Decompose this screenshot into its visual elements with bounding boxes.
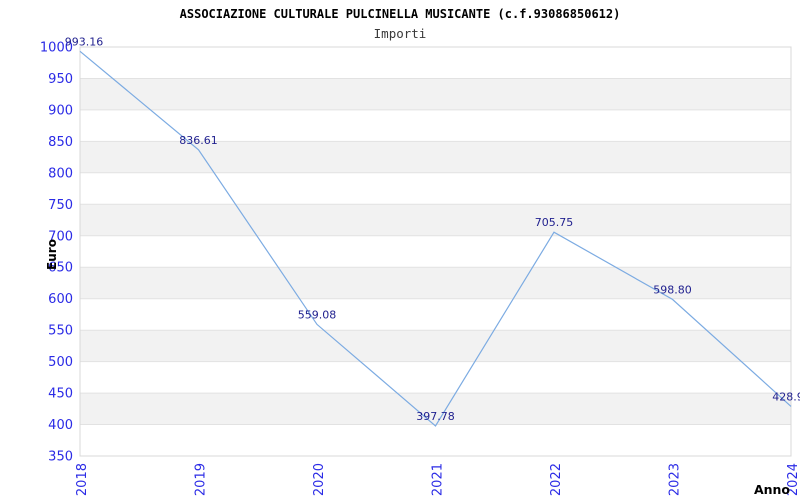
chart-title: ASSOCIAZIONE CULTURALE PULCINELLA MUSICA… xyxy=(179,7,621,21)
x-tick-label: 2023 xyxy=(668,463,683,496)
point-label: 598.80 xyxy=(653,283,692,296)
plot-border xyxy=(79,46,792,457)
y-tick-label: 450 xyxy=(48,387,73,402)
x-tick-label: 2022 xyxy=(549,463,564,496)
y-tick-label: 500 xyxy=(48,355,73,370)
x-tick-label: 2019 xyxy=(194,463,209,496)
point-label: 705.75 xyxy=(535,216,574,229)
y-tick-label: 750 xyxy=(48,198,73,213)
plot-band xyxy=(80,393,791,425)
point-label: 836.61 xyxy=(179,134,218,147)
y-tick-label: 350 xyxy=(48,450,73,465)
point-label: 397.78 xyxy=(416,410,455,423)
plot-band xyxy=(80,204,791,236)
y-tick-label: 800 xyxy=(48,166,73,181)
point-label: 428.9 xyxy=(772,390,800,403)
y-axis-title: Euro xyxy=(45,239,59,270)
x-axis-title: Anno xyxy=(754,482,790,497)
plot-band xyxy=(80,141,791,173)
y-tick-label: 650 xyxy=(48,261,73,276)
point-label: 559.08 xyxy=(298,308,337,321)
y-tick-label: 600 xyxy=(48,292,73,307)
x-tick-label: 2020 xyxy=(312,463,327,496)
x-tick-label: 2018 xyxy=(75,463,90,496)
plot-band xyxy=(80,78,791,110)
y-tick-label: 700 xyxy=(48,229,73,244)
y-tick-label: 850 xyxy=(48,135,73,150)
plot-band xyxy=(80,267,791,299)
series-line xyxy=(79,50,792,427)
x-tick-label: 2024 xyxy=(786,463,800,496)
point-label: 993.16 xyxy=(65,35,104,48)
y-tick-label: 1000 xyxy=(40,41,73,56)
y-tick-label: 550 xyxy=(48,324,73,339)
y-tick-label: 950 xyxy=(48,72,73,87)
x-tick-label: 2021 xyxy=(431,463,446,496)
y-tick-label: 900 xyxy=(48,103,73,118)
y-tick-label: 400 xyxy=(48,418,73,433)
plot-band xyxy=(80,330,791,362)
chart-subtitle: Importi xyxy=(373,26,427,41)
